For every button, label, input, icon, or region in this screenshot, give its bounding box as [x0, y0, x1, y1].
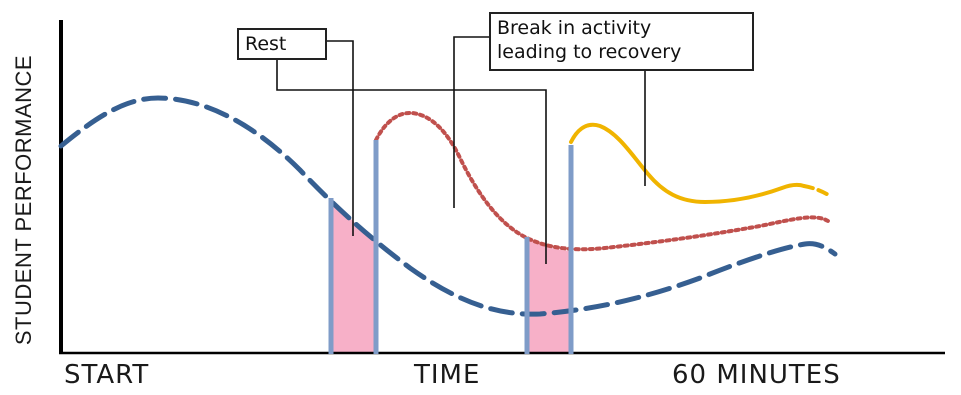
- rest-callout-label: Rest: [245, 33, 287, 55]
- rest-leader-line-1: [326, 40, 354, 236]
- break-callout: Break in activity leading to recovery: [489, 12, 754, 71]
- recovery-curve-2: [569, 122, 806, 205]
- x-label-time: TIME: [414, 360, 481, 390]
- rest-leader-line-2: [276, 58, 547, 264]
- x-label-start: START: [64, 360, 150, 390]
- x-label-end: 60 MINUTES: [672, 360, 841, 390]
- baseline-performance-curve: [58, 95, 838, 317]
- break-leader-line-1: [453, 36, 489, 208]
- rest-callout: Rest: [237, 28, 327, 60]
- rest-region-2: [527, 237, 571, 354]
- rest-region-1: [331, 198, 376, 354]
- recovery-curve-2-tail: [802, 184, 832, 198]
- recovery-curve-1: [374, 110, 830, 252]
- break-callout-line-1: Break in activity: [497, 17, 652, 39]
- break-callout-line-2: leading to recovery: [497, 41, 682, 63]
- y-axis-label: STUDENT PERFORMANCE: [11, 54, 36, 346]
